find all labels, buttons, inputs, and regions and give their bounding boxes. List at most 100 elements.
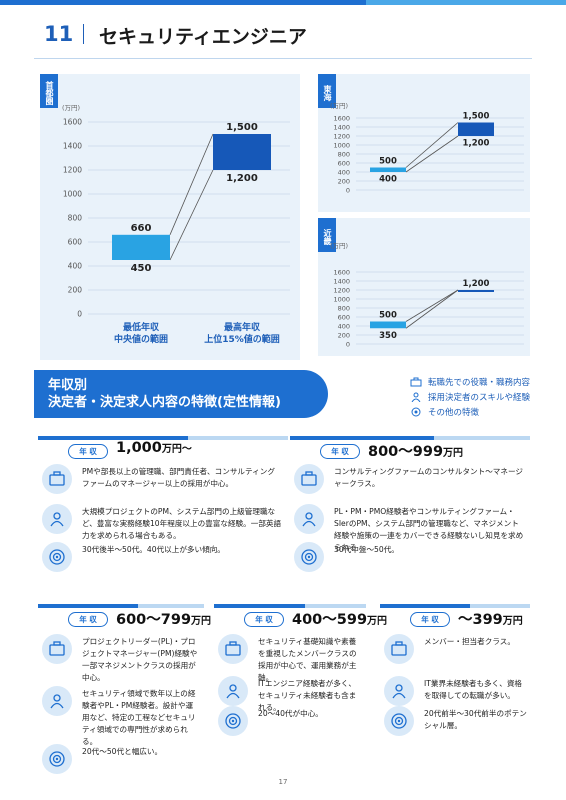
salary-value: 〜399: [458, 612, 503, 628]
section-number: 11: [44, 22, 74, 46]
salary-unit: 万円: [191, 616, 212, 627]
y-tick-label: 1400: [63, 142, 82, 151]
y-tick-label: 800: [338, 305, 350, 313]
y-tick-label: 400: [338, 169, 350, 177]
y-tick-label: 1600: [63, 118, 82, 127]
region-tag: 近畿: [318, 218, 336, 252]
y-tick-label: 1200: [333, 287, 350, 295]
connector-line: [405, 135, 459, 173]
y-tick-label: 1200: [333, 133, 350, 141]
briefcase-icon: [49, 471, 65, 486]
header-divider: [83, 24, 84, 44]
y-tick-label: 400: [68, 262, 83, 271]
y-tick-label: 1600: [333, 269, 350, 277]
target-icon: [391, 713, 407, 729]
card-separator: [38, 436, 288, 440]
salary-range: 600〜799万円: [116, 608, 211, 629]
briefcase-icon: [391, 641, 407, 656]
unit-label: (万円): [330, 102, 348, 110]
briefcase-icon: [301, 471, 317, 486]
legend-item-other: その他の特徴: [410, 406, 479, 418]
x-category-label: 最高年収: [224, 321, 261, 333]
salary-unit: 万円: [502, 616, 523, 627]
connector-line: [405, 289, 459, 329]
target-icon: [49, 751, 65, 767]
salary-value: 600〜799: [116, 612, 192, 628]
card-item-text: PMや部長以上の管理職、部門責任者、コンサルティングファームのマネージャー以上の…: [82, 467, 275, 488]
card-item-text: 20代前半〜30代前半のポテンシャル層。: [424, 709, 527, 730]
card-item-text: セキュリティ領域で数年以上の経験者やPL・PM経験者。設計や運用など、特定の工程…: [82, 689, 196, 746]
bar: [370, 167, 406, 172]
y-tick-label: 600: [338, 160, 350, 168]
salary-unit: 万円〜: [161, 444, 192, 455]
card-icon-bubble: [42, 634, 72, 664]
card-separator: [214, 604, 366, 608]
card-icon-bubble: [42, 744, 72, 774]
unit-label: (万円): [62, 104, 80, 112]
card-icon-bubble: [218, 676, 248, 706]
connector-line: [169, 169, 214, 261]
salary-value: 400〜599: [292, 612, 368, 628]
salary-range: 800〜999万円: [368, 440, 463, 461]
page-title: セキュリティエンジニア: [99, 26, 307, 48]
y-tick-label: 1600: [333, 115, 350, 123]
target-icon: [411, 407, 421, 417]
card-icon-bubble: [384, 676, 414, 706]
salary-unit: 万円: [367, 616, 388, 627]
card-item-text: コンサルティングファームのコンサルタント〜マネージャークラス。: [334, 467, 524, 488]
salary-range: 400〜599万円: [292, 608, 387, 629]
chart-svg-tokai: (万円)020040060080010001200140016005004001…: [330, 102, 524, 195]
y-tick-label: 0: [77, 310, 82, 319]
unit-label: (万円): [330, 242, 348, 250]
salary-range: 1,000万円〜: [116, 440, 192, 456]
card-icon-bubble: [218, 706, 248, 736]
section-banner: 年収別 決定者・決定求人内容の特徴(定性情報): [34, 370, 328, 418]
connector-line: [169, 133, 214, 235]
salary-value: 1,000: [116, 440, 162, 456]
region-tag: 首都圏: [40, 74, 58, 108]
chart-panel-shutoken: 首都圏 (万円) 0 200 400 600 800 1000 1200 1400 1600 660…: [40, 74, 300, 360]
card-item-text: 20代〜50代と幅広い。: [82, 747, 163, 756]
target-icon: [49, 549, 65, 565]
header-rule: [34, 58, 532, 59]
chart-panel-tokai: 東海 (万円) 0 200 400 600 800 1000 1200 1400 1600 500 4…: [318, 74, 530, 212]
card-item-text: 大規模プロジェクトのPM、システム部門の上級管理職など、豊富な実務経験10年程度…: [82, 507, 282, 540]
card-icon-bubble: [384, 706, 414, 736]
salary-pill: 年 収: [410, 612, 450, 627]
target-icon: [225, 713, 241, 729]
person-icon: [411, 392, 421, 402]
page-number: 17: [278, 778, 288, 786]
person-icon: [50, 512, 64, 527]
y-tick-label: 800: [68, 214, 83, 223]
card-icon-bubble: [294, 542, 324, 572]
banner-line2: 決定者・決定求人内容の特徴(定性情報): [48, 395, 281, 410]
value-label-high: 1,500: [226, 122, 258, 133]
card-separator: [380, 604, 530, 608]
connector-line: [405, 289, 459, 322]
y-tick-label: 1400: [333, 278, 350, 286]
salary-pill: 年 収: [68, 612, 108, 627]
card-item-text: 20〜40代が中心。: [258, 709, 323, 718]
y-tick-label: 1000: [333, 296, 350, 304]
x-category-label: 最低年収: [123, 321, 160, 333]
x-category-label: 中央値の範囲: [114, 333, 168, 345]
bar: [213, 134, 271, 170]
card-icon-bubble: [294, 464, 324, 494]
value-label-low: 1,200: [463, 139, 490, 149]
y-tick-label: 0: [346, 341, 350, 349]
value-label: 1,200: [463, 279, 490, 289]
value-label-high: 1,500: [463, 112, 490, 122]
region-tag: 東海: [318, 74, 336, 108]
person-icon: [392, 684, 406, 699]
salary-range: 〜399万円: [458, 608, 523, 629]
bar: [458, 290, 494, 292]
salary-pill: 年 収: [244, 612, 284, 627]
card-icon-bubble: [42, 542, 72, 572]
person-icon: [50, 694, 64, 709]
banner-line1: 年収別: [48, 378, 88, 393]
legend-item-skills: 採用決定者のスキルや経験: [410, 391, 530, 403]
briefcase-icon: [410, 377, 422, 387]
person-icon: [226, 684, 240, 699]
card-item-text: ITエンジニア経験者が多く、セキュリティ未経験者も含まれる。: [258, 679, 357, 712]
